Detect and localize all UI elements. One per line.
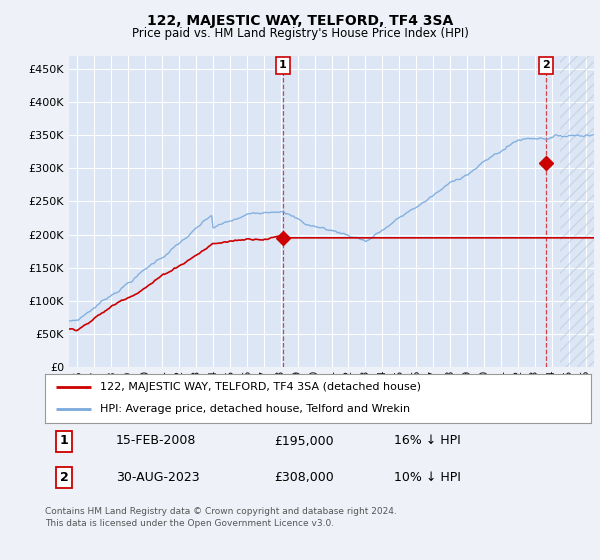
Text: Price paid vs. HM Land Registry's House Price Index (HPI): Price paid vs. HM Land Registry's House … (131, 27, 469, 40)
Text: 15-FEB-2008: 15-FEB-2008 (116, 435, 196, 447)
Text: 2: 2 (542, 60, 550, 71)
Text: 2: 2 (60, 471, 68, 484)
Text: 122, MAJESTIC WAY, TELFORD, TF4 3SA: 122, MAJESTIC WAY, TELFORD, TF4 3SA (147, 14, 453, 28)
Text: 30-AUG-2023: 30-AUG-2023 (116, 471, 200, 484)
Text: 10% ↓ HPI: 10% ↓ HPI (394, 471, 461, 484)
Text: 122, MAJESTIC WAY, TELFORD, TF4 3SA (detached house): 122, MAJESTIC WAY, TELFORD, TF4 3SA (det… (100, 382, 421, 393)
Text: 1: 1 (60, 435, 68, 447)
Text: Contains HM Land Registry data © Crown copyright and database right 2024.
This d: Contains HM Land Registry data © Crown c… (45, 507, 397, 528)
Text: HPI: Average price, detached house, Telford and Wrekin: HPI: Average price, detached house, Telf… (100, 404, 410, 414)
Text: 16% ↓ HPI: 16% ↓ HPI (394, 435, 461, 447)
Text: £195,000: £195,000 (274, 435, 334, 447)
Text: £308,000: £308,000 (274, 471, 334, 484)
Text: 1: 1 (279, 60, 287, 71)
